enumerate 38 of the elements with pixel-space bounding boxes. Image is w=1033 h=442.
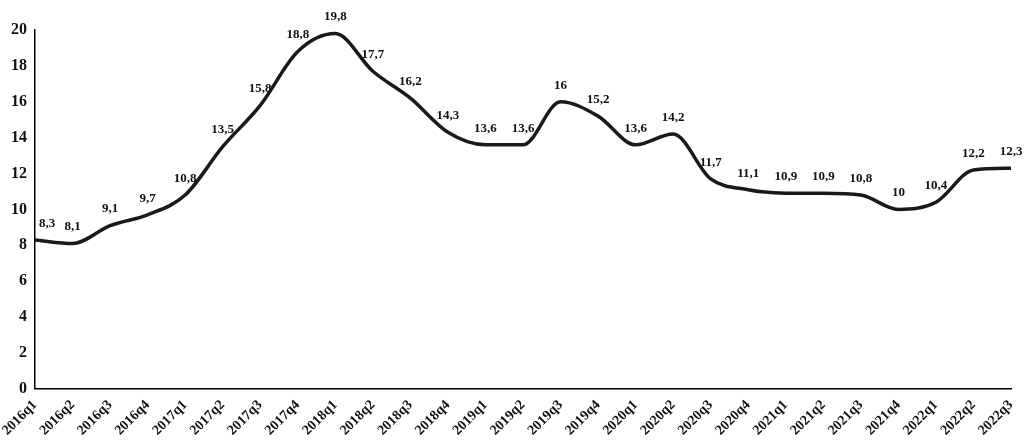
data-label: 10,9 <box>811 168 836 184</box>
y-tick-label: 6 <box>19 271 27 289</box>
data-label: 14,2 <box>661 108 685 124</box>
data-label: 18,8 <box>286 26 310 42</box>
y-tick-label: 16 <box>11 91 27 109</box>
y-tick-label: 12 <box>11 163 27 181</box>
y-tick-label: 4 <box>19 307 27 325</box>
data-label: 10,8 <box>849 169 873 185</box>
data-label: 14,3 <box>436 107 460 123</box>
data-label: 13,5 <box>211 121 235 137</box>
data-label: 9,7 <box>139 189 157 205</box>
data-label: 11,7 <box>699 153 723 169</box>
data-label: 10 <box>891 184 905 200</box>
data-label: 8,3 <box>39 214 56 230</box>
data-label: 8,1 <box>64 218 81 234</box>
y-tick-label: 0 <box>19 379 27 397</box>
data-label: 13,6 <box>511 119 535 135</box>
data-label: 9,1 <box>101 200 119 216</box>
data-label: 16,2 <box>399 73 422 89</box>
y-tick-label: 10 <box>11 199 27 217</box>
data-label: 19,8 <box>323 8 348 24</box>
data-label: 10,9 <box>774 168 798 184</box>
y-tick-label: 2 <box>19 343 27 361</box>
data-label: 17,7 <box>361 46 385 62</box>
y-tick-label: 20 <box>11 20 27 38</box>
data-label: 10,8 <box>173 169 198 185</box>
data-label: 10,4 <box>924 177 948 193</box>
data-label: 13,6 <box>624 119 648 135</box>
y-tick-label: 18 <box>11 56 27 74</box>
y-tick-label: 14 <box>11 127 27 145</box>
data-label: 12,2 <box>962 144 985 160</box>
y-tick-label: 8 <box>19 235 27 253</box>
data-label: 13,6 <box>474 119 498 135</box>
data-label: 12,3 <box>999 143 1023 159</box>
data-label: 15,2 <box>586 90 610 106</box>
data-label: 15,8 <box>248 80 273 96</box>
data-label: 11,1 <box>737 164 760 180</box>
data-label: 16 <box>554 76 568 92</box>
